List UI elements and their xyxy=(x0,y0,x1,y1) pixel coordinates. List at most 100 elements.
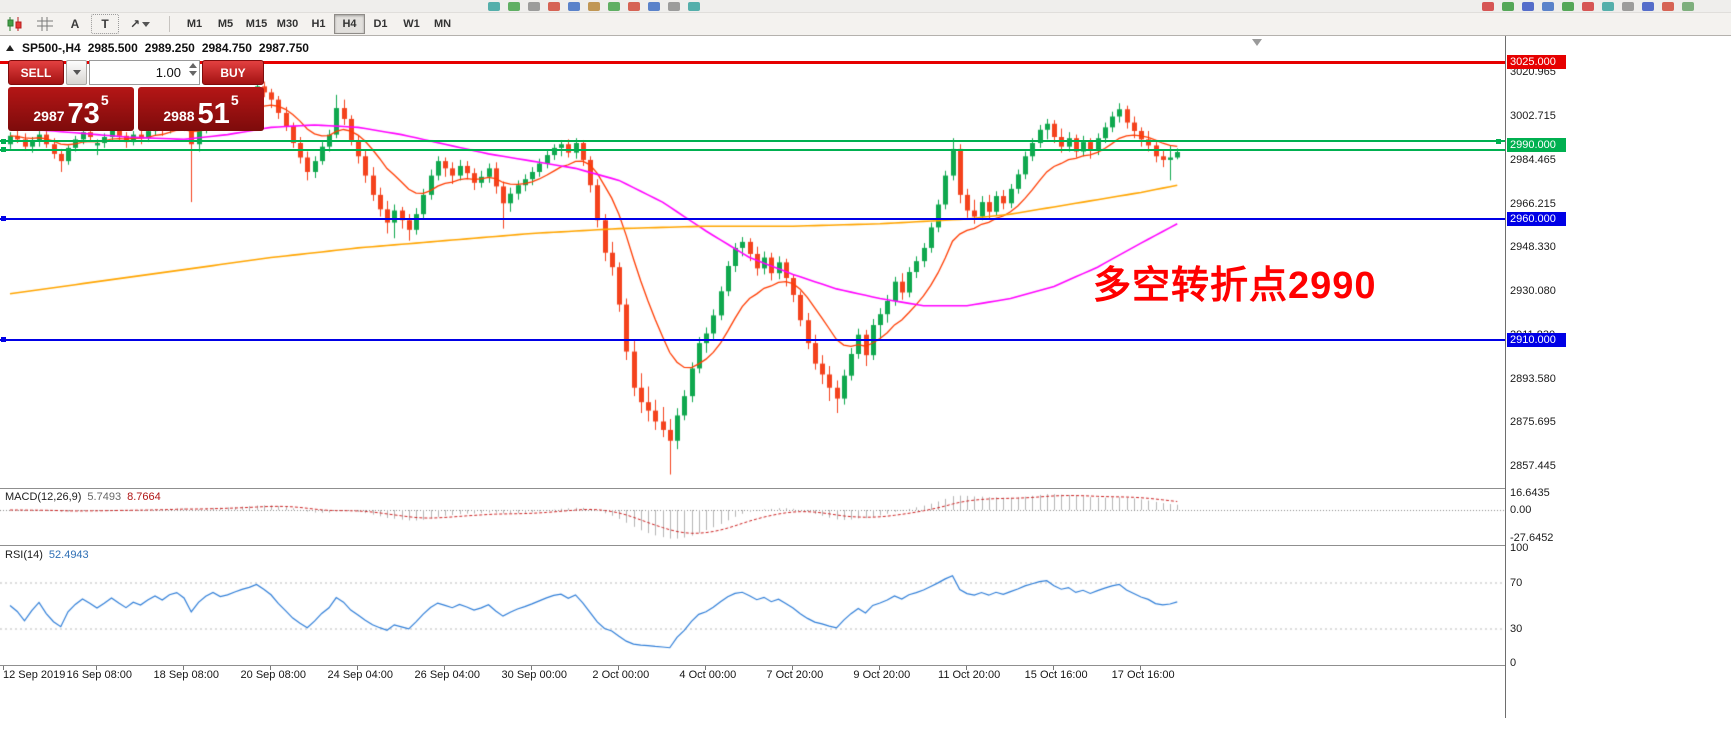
cropped-toolbar-icon[interactable] xyxy=(1542,2,1554,11)
rsi-panel-separator[interactable] xyxy=(0,545,1567,546)
timeframe-w1-button[interactable]: W1 xyxy=(403,18,420,30)
timeframe-m15-button[interactable]: M15 xyxy=(245,18,268,30)
grid-icon[interactable] xyxy=(31,14,59,34)
quote-row: 2987 73 5 2988 51 5 xyxy=(8,87,264,131)
cropped-toolbar-icon[interactable] xyxy=(1482,2,1494,11)
timeframe-m5-button[interactable]: M5 xyxy=(217,18,234,30)
line-handle[interactable] xyxy=(1,147,6,153)
text-tool-icon[interactable]: A xyxy=(61,14,89,34)
timeframe-d1-button[interactable]: D1 xyxy=(373,18,388,30)
price-tick: 2966.215 xyxy=(1510,197,1556,210)
label-tool-glyph: T xyxy=(101,17,109,31)
time-label: 11 Oct 20:00 xyxy=(938,669,1001,681)
time-tick xyxy=(357,666,358,670)
chart-window: SP500-,H4 2985.500 2989.250 2984.750 298… xyxy=(0,35,1731,755)
timeframe-h4-button[interactable]: H4 xyxy=(334,14,365,34)
cropped-toolbar-icon[interactable] xyxy=(548,2,560,11)
timeframe-bar: M1 M5 M15 M30 H1 H4 D1 W1 MN xyxy=(179,14,458,34)
time-axis-separator xyxy=(0,665,1567,666)
horizontal-line-2910[interactable] xyxy=(0,338,1505,341)
line-handle[interactable] xyxy=(1,138,6,144)
time-label: 7 Oct 20:00 xyxy=(766,669,824,681)
text-tool-glyph: A xyxy=(70,17,80,31)
macd-panel-separator[interactable] xyxy=(0,488,1567,489)
time-tick xyxy=(444,666,445,670)
cropped-toolbar-icon[interactable] xyxy=(668,2,680,11)
cropped-toolbar-icon[interactable] xyxy=(1522,2,1534,11)
time-tick xyxy=(96,666,97,670)
time-tick xyxy=(1140,666,1141,670)
price-tick: 2930.080 xyxy=(1510,285,1556,298)
time-tick xyxy=(1053,666,1054,670)
arrow-glyph: ↗ xyxy=(129,17,141,31)
buy-button[interactable]: BUY xyxy=(202,60,264,85)
rsi-axis-tick: 30 xyxy=(1510,622,1523,635)
cropped-toolbar-icon[interactable] xyxy=(688,2,700,11)
horizontal-line-2992.2[interactable] xyxy=(0,140,1505,143)
cropped-toolbar-icon[interactable] xyxy=(508,2,520,11)
cropped-toolbar-icon[interactable] xyxy=(568,2,580,11)
time-label: 16 Sep 08:00 xyxy=(66,669,132,681)
cropped-toolbar-icon[interactable] xyxy=(528,2,540,11)
cropped-toolbar-icon[interactable] xyxy=(1682,2,1694,11)
price-tick: 2893.580 xyxy=(1510,373,1556,386)
cropped-toolbar-icon[interactable] xyxy=(1582,2,1594,11)
timeframe-h1-button[interactable]: H1 xyxy=(311,18,326,30)
time-tick xyxy=(705,666,706,670)
cropped-toolbar-icon[interactable] xyxy=(1642,2,1654,11)
chart-text-annotation[interactable]: 多空转折点2990 xyxy=(1093,265,1377,307)
volume-dropdown-button[interactable] xyxy=(66,60,87,85)
macd-axis-tick: 16.6435 xyxy=(1510,487,1550,500)
time-label: 24 Sep 04:00 xyxy=(327,669,393,681)
charts-icon[interactable] xyxy=(1,14,29,34)
spinner-down-icon[interactable] xyxy=(189,71,197,76)
timeframe-mn-button[interactable]: MN xyxy=(433,18,452,30)
spinner-up-icon[interactable] xyxy=(189,63,197,68)
time-tick xyxy=(531,666,532,670)
time-label: 9 Oct 20:00 xyxy=(853,669,911,681)
timeframe-m30-button[interactable]: M30 xyxy=(276,18,299,30)
volume-input[interactable]: 1.00 xyxy=(89,60,200,85)
cropped-toolbar-icon[interactable] xyxy=(1502,2,1514,11)
macd-name: MACD(12,26,9) xyxy=(5,491,82,503)
line-handle[interactable] xyxy=(1,216,6,222)
rsi-axis-tick: 0 xyxy=(1510,657,1517,669)
volume-spinner[interactable] xyxy=(189,63,197,76)
cropped-toolbar-icon[interactable] xyxy=(628,2,640,11)
line-handle[interactable] xyxy=(1496,138,1501,144)
cropped-toolbar-icon[interactable] xyxy=(488,2,500,11)
price-badge-3025.000: 3025.000 xyxy=(1507,55,1566,70)
close-value: 2987.750 xyxy=(258,41,309,55)
ask-fraction: 5 xyxy=(230,92,239,108)
cropped-toolbar-icon[interactable] xyxy=(1622,2,1634,11)
time-label: 4 Oct 00:00 xyxy=(679,669,737,681)
ask-quote[interactable]: 2988 51 5 xyxy=(138,87,264,131)
time-label: 2 Oct 00:00 xyxy=(592,669,650,681)
time-label: 26 Sep 04:00 xyxy=(414,669,480,681)
arrow-tools-icon[interactable]: ↗ xyxy=(121,14,159,34)
time-tick xyxy=(3,666,4,670)
sell-button[interactable]: SELL xyxy=(8,60,64,85)
timeframe-m1-button[interactable]: M1 xyxy=(186,18,203,30)
horizontal-line-3025[interactable] xyxy=(0,60,1505,64)
horizontal-line-2960[interactable] xyxy=(0,217,1505,220)
horizontal-line-2988.8[interactable] xyxy=(0,148,1505,151)
label-tool-icon[interactable]: T xyxy=(91,14,119,34)
cropped-toolbar-icon[interactable] xyxy=(588,2,600,11)
high-value: 2989.250 xyxy=(144,41,195,55)
cropped-toolbar-icon[interactable] xyxy=(608,2,620,11)
bid-quote[interactable]: 2987 73 5 xyxy=(8,87,134,131)
line-handle[interactable] xyxy=(1,337,6,342)
price-axis[interactable]: 3020.965 3002.715 2984.465 2966.215 2948.330… xyxy=(1505,35,1568,718)
chart-shift-marker[interactable] xyxy=(1252,39,1262,46)
cropped-toolbar-icon[interactable] xyxy=(1562,2,1574,11)
candlestick-chart[interactable] xyxy=(0,35,1505,683)
cropped-toolbar-icon[interactable] xyxy=(1602,2,1614,11)
cropped-toolbar-icon[interactable] xyxy=(648,2,660,11)
low-value: 2984.750 xyxy=(201,41,252,55)
cropped-toolbar-icon[interactable] xyxy=(1662,2,1674,11)
macd-main-value: 5.7493 xyxy=(87,491,122,503)
macd-axis-tick: 0.00 xyxy=(1510,504,1532,516)
collapse-arrow-icon[interactable] xyxy=(6,45,14,51)
